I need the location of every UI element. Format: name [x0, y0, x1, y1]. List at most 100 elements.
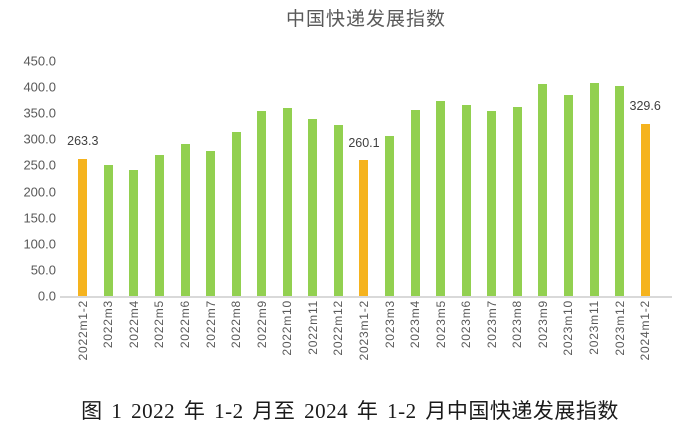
x-axis-tick-label: 2022m4 [126, 300, 141, 349]
x-tick-slot: 2022m9 [249, 300, 275, 380]
data-label-2023m1-2: 260.1 [348, 135, 380, 150]
bar-2022m11 [308, 118, 318, 296]
x-axis-tick-label: 2022m1-2 [75, 300, 90, 361]
y-axis-tick-label: 50.0 [30, 262, 56, 278]
x-tick-slot: 2022m12 [326, 300, 352, 380]
x-axis-tick-label: 2022m11 [305, 300, 320, 355]
x-tick-slot: 2023m1-2 [351, 300, 377, 380]
bar-2023m1-2 [359, 160, 369, 296]
x-tick-slot: 2022m7 [198, 300, 224, 380]
x-tick-slot: 2023m12 [607, 300, 633, 380]
x-tick-slot: 2023m9 [530, 300, 556, 380]
bar-2023m11 [589, 82, 599, 296]
bar-2022m9 [257, 111, 267, 296]
bar-2022m3 [103, 164, 113, 296]
bar-slot [96, 61, 122, 296]
x-axis-tick-label: 2022m6 [178, 300, 193, 349]
x-axis-tick-label: 2023m1-2 [356, 300, 371, 361]
x-tick-slot: 2023m7 [479, 300, 505, 380]
x-tick-slot: 2022m1-2 [70, 300, 96, 380]
y-axis-tick-label: 200.0 [23, 184, 56, 200]
x-axis: 2022m1-2 2022m3 2022m4 2022m5 2022m6 2022m7 20… [70, 300, 658, 380]
bar-slot [402, 61, 428, 296]
bar-slot: 263.3 [67, 61, 99, 296]
bar-2023m10 [563, 94, 573, 296]
bar-slot [326, 61, 352, 296]
bar-slot [428, 61, 454, 296]
data-label-2022m1-2: 263.3 [67, 134, 99, 148]
bar-2023m7 [487, 111, 497, 296]
bar-2022m5 [154, 154, 164, 296]
y-axis-tick-label: 150.0 [23, 210, 56, 226]
x-tick-slot: 2022m11 [300, 300, 326, 380]
x-tick-slot: 2023m10 [556, 300, 582, 380]
x-axis-tick-label: 2024m1-2 [638, 300, 653, 361]
x-axis-tick-label: 2022m12 [331, 300, 346, 356]
x-axis-tick-label: 2022m8 [229, 300, 244, 349]
x-axis-line [60, 296, 672, 298]
x-tick-slot: 2023m6 [453, 300, 479, 380]
x-tick-slot: 2023m5 [428, 300, 454, 380]
bar-2022m7 [206, 151, 216, 296]
bar-slot: 329.6 [630, 61, 661, 296]
bar-2023m9 [538, 83, 548, 296]
bar-slot [556, 61, 582, 296]
y-axis-tick-label: 0.0 [37, 288, 56, 304]
x-tick-slot: 2022m10 [275, 300, 301, 380]
x-tick-slot: 2022m5 [147, 300, 173, 380]
x-axis-tick-label: 2022m3 [101, 300, 116, 349]
figure-caption: 图 1 2022 年 1-2 月至 2024 年 1-2 月中国快递发展指数 [81, 399, 619, 423]
bar-slot [453, 61, 479, 296]
bar-slot [172, 61, 198, 296]
y-axis-tick-label: 300.0 [23, 131, 56, 147]
x-axis-tick-label: 2022m9 [254, 300, 269, 349]
bar-2022m10 [282, 107, 292, 296]
bar-2022m12 [333, 125, 343, 296]
y-axis-tick-label: 450.0 [23, 53, 56, 69]
x-axis-tick-label: 2023m10 [561, 300, 576, 356]
y-axis-tick-label: 400.0 [23, 79, 56, 95]
y-axis-tick-label: 100.0 [23, 236, 56, 252]
x-axis-tick-label: 2023m6 [459, 300, 474, 349]
y-axis-tick-label: 350.0 [23, 105, 56, 121]
bar-2023m12 [615, 86, 625, 296]
bar-slot [505, 61, 531, 296]
plot-area: 263.3 260.1 329.6 [67, 61, 661, 296]
x-axis-tick-label: 2023m11 [587, 300, 602, 355]
bar-slot [377, 61, 403, 296]
x-axis-tick-label: 2023m12 [612, 300, 627, 356]
x-axis-tick-label: 2023m8 [510, 300, 525, 349]
bar-slot [581, 61, 607, 296]
bar-slot [121, 61, 147, 296]
x-axis-tick-label: 2023m3 [382, 300, 397, 349]
bar-slot [479, 61, 505, 296]
x-tick-slot: 2024m1-2 [632, 300, 658, 380]
bar-2023m4 [410, 109, 420, 296]
x-tick-slot: 2023m8 [505, 300, 531, 380]
bar-slot [147, 61, 173, 296]
x-tick-slot: 2022m8 [223, 300, 249, 380]
x-tick-slot: 2022m4 [121, 300, 147, 380]
x-axis-tick-label: 2022m10 [280, 300, 295, 356]
bar-2022m8 [231, 131, 241, 296]
x-tick-slot: 2023m4 [402, 300, 428, 380]
bar-2022m4 [129, 169, 139, 296]
bar-2023m8 [512, 107, 522, 296]
x-axis-tick-label: 2023m9 [535, 300, 550, 349]
bar-slot [607, 61, 633, 296]
y-axis: 450.0 400.0 350.0 300.0 250.0 200.0 150.0 100.0… [0, 55, 56, 303]
x-axis-tick-label: 2023m7 [484, 300, 499, 349]
bar-slot [223, 61, 249, 296]
bar-2022m6 [180, 144, 190, 296]
bar-2024m1-2 [640, 123, 650, 296]
bar-2023m5 [436, 101, 446, 296]
bar-2023m3 [385, 135, 395, 296]
x-axis-tick-label: 2023m5 [433, 300, 448, 349]
y-axis-tick-label: 250.0 [23, 157, 56, 173]
bar-slot: 260.1 [348, 61, 380, 296]
bar-slot [249, 61, 275, 296]
bar-slot [275, 61, 301, 296]
x-tick-slot: 2023m3 [377, 300, 403, 380]
bar-2022m1-2 [78, 158, 88, 296]
